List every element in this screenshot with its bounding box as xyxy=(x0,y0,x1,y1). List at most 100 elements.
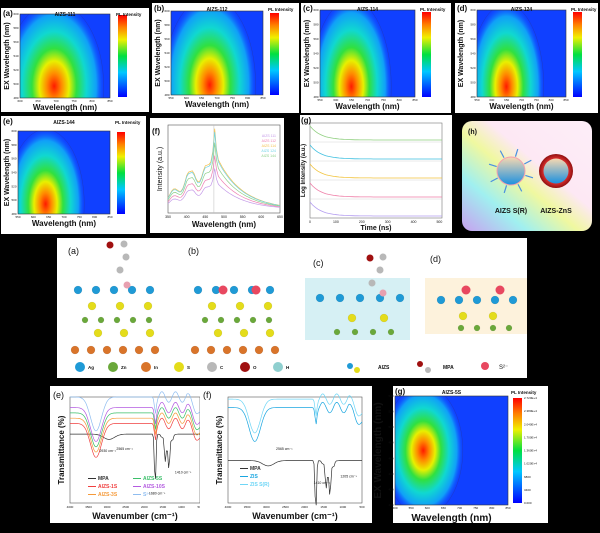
ftir-panel xyxy=(50,386,200,523)
atom-in xyxy=(190,345,200,355)
ftir-spectrum xyxy=(70,391,201,432)
y-tick-label: 520 xyxy=(470,66,475,70)
x-axis-label: Wavenumber (cm⁻¹) xyxy=(92,511,177,521)
legend-entry: AIZS 111 xyxy=(262,134,276,138)
x-tick-label: 650 xyxy=(504,98,509,102)
legend-atom-o xyxy=(240,362,250,372)
ligand xyxy=(503,185,508,194)
heatmap-plot xyxy=(477,10,544,97)
legend-label: H xyxy=(286,365,289,370)
x-tick-label: 850 xyxy=(563,98,568,102)
legend-label: Ag xyxy=(88,365,94,370)
colorbar-title: PL Intensity xyxy=(268,7,294,12)
atom-zn xyxy=(81,316,89,324)
y-tick-label: 560 xyxy=(11,157,16,161)
legend-label: Zn xyxy=(121,365,127,370)
atom-sulfide xyxy=(251,285,261,295)
x-tick-label: 700 xyxy=(53,99,58,103)
intensity-hotspot xyxy=(477,10,544,97)
atom-s xyxy=(239,328,249,338)
peak-annotation: 1410 cm⁻¹ xyxy=(314,481,331,485)
colorbar-tick-label: 2.720E+4 xyxy=(524,396,537,400)
atom-s xyxy=(119,328,129,338)
legend-atom-h xyxy=(273,362,283,372)
atom-in xyxy=(134,345,144,355)
y-tick-label: 560 xyxy=(313,37,318,41)
x-tick-label: 750 xyxy=(77,215,82,219)
y-axis-label: EX Wavelength (nm) xyxy=(458,20,465,87)
ftir-spectrum xyxy=(70,401,201,442)
atom-s xyxy=(145,328,155,338)
x-tick-label: 850 xyxy=(107,215,112,219)
y-tick-label: 480 xyxy=(388,441,393,445)
x-tick-label: 500 xyxy=(392,506,397,510)
ftir-spectrum xyxy=(70,433,200,479)
atom-in xyxy=(254,345,264,355)
atom-mpa xyxy=(116,266,124,274)
heatmap-title: AIZS-144 xyxy=(53,120,75,126)
atom-mpa xyxy=(368,279,376,287)
atom-in xyxy=(150,345,160,355)
atom-zn xyxy=(217,316,225,324)
atom-s xyxy=(347,313,357,323)
y-axis-label: Intensity (a.u.) xyxy=(157,147,164,191)
legend-entry: MPA xyxy=(98,476,109,482)
decay-curve xyxy=(309,201,442,217)
x-tick-label: 750 xyxy=(230,96,235,100)
ligand xyxy=(525,174,534,179)
x-tick-label: 3500 xyxy=(85,505,92,509)
atom-in xyxy=(70,345,80,355)
x-tick-label: 800 xyxy=(549,98,554,102)
panel-label: (e) xyxy=(53,390,64,400)
colorbar xyxy=(422,12,431,97)
panel-label: (a) xyxy=(68,246,79,256)
x-tick-label: 500 xyxy=(436,220,442,224)
colorbar-title: PL Intensity xyxy=(115,120,141,125)
x-tick-label: 200 xyxy=(359,220,365,224)
peak-annotation: 1205 cm⁻¹ xyxy=(340,475,357,479)
atom-ag xyxy=(472,295,482,305)
atom-mpa xyxy=(376,266,384,274)
colorbar xyxy=(573,12,582,97)
x-tick-label: 800 xyxy=(92,215,97,219)
intensity-hotspot xyxy=(395,396,463,505)
plot-frame xyxy=(17,130,111,215)
y-tick-label: 480 xyxy=(313,95,318,99)
heatmap-title: AIZS-124 xyxy=(511,7,533,13)
atom-in xyxy=(206,345,216,355)
peak-annotation: 2930 cm⁻¹ xyxy=(99,449,116,453)
spectrum-line xyxy=(167,142,281,207)
atom-s xyxy=(115,301,125,311)
legend-entry: ZIS S(R) xyxy=(250,482,270,488)
y-tick-label: 500 xyxy=(11,198,16,202)
colorbar xyxy=(513,398,522,503)
colorbar-title: PL Intensity xyxy=(420,7,446,12)
legend-entry: S²⁻ xyxy=(143,492,151,498)
atom-s xyxy=(235,301,245,311)
x-axis-label: Wavelength (nm) xyxy=(489,102,553,111)
x-tick-label: 600 xyxy=(425,506,430,510)
x-tick-label: 550 xyxy=(15,215,20,219)
intensity-hotspot xyxy=(320,10,392,97)
x-tick-label: 650 xyxy=(46,215,51,219)
colorbar-tick-label: 2.040E+4 xyxy=(524,422,537,426)
heatmap-title: AIZS-112 xyxy=(206,7,227,13)
panel-label: (g) xyxy=(301,116,312,125)
atom-zn xyxy=(457,324,465,332)
atom-zn xyxy=(473,324,481,332)
atom-s xyxy=(265,328,275,338)
y-tick-label: 500 xyxy=(313,81,318,85)
y-tick-label: 480 xyxy=(11,212,16,216)
ftir-spectrum xyxy=(228,460,362,506)
heatmap-plot xyxy=(18,131,85,214)
y-tick-label: 600 xyxy=(470,8,475,12)
heatmap-title: AIZS-114 xyxy=(357,7,378,13)
spectrum-line xyxy=(167,155,281,208)
x-tick-label: 650 xyxy=(277,215,283,219)
scheme-label: AIZS S(R) xyxy=(495,208,527,215)
atom-ag xyxy=(265,285,275,295)
x-tick-label: 600 xyxy=(31,215,36,219)
x-tick-label: 750 xyxy=(71,99,76,103)
panel-label: (c) xyxy=(303,4,313,13)
peak-annotation: 2565 cm⁻¹ xyxy=(276,447,293,451)
